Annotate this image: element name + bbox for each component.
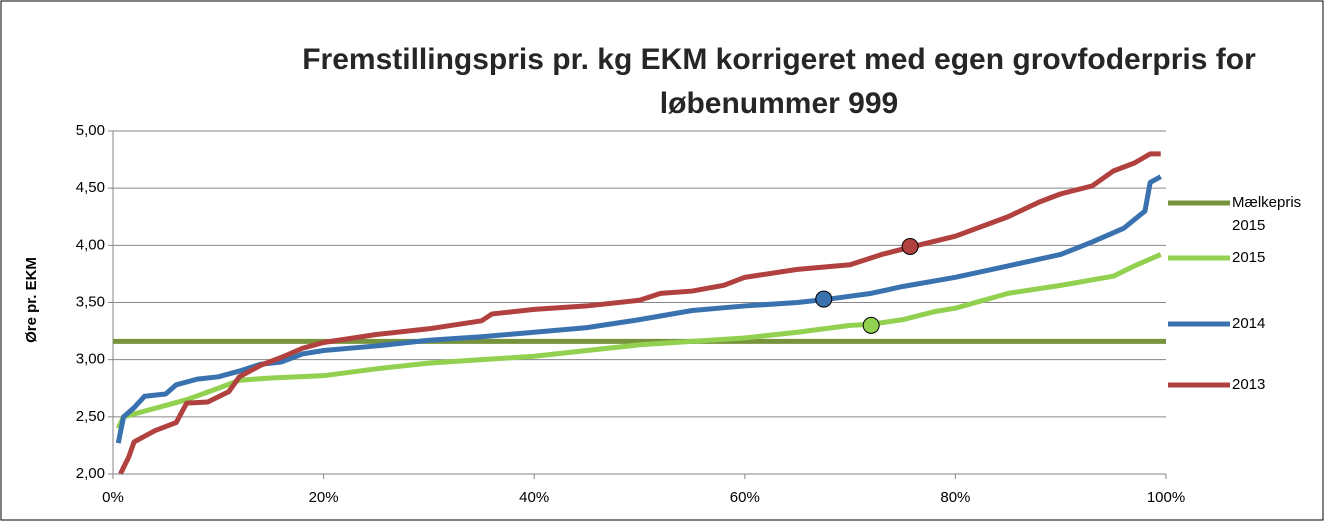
x-tick-label: 100% [1147,489,1185,506]
series-line [115,174,1162,444]
y-tick-label: 3,00 [76,351,105,368]
x-tick-label: 60% [730,489,760,506]
legend-label: 2015 [1232,249,1266,266]
x-tick-label: 0% [102,489,124,506]
legend-label: 2013 [1232,376,1266,393]
series-line [118,151,1161,476]
highlight-point [901,237,919,255]
series-line [115,252,1162,430]
highlight-point [862,316,880,334]
y-tick-label: 3,50 [76,293,105,310]
y-axis-label: Øre pr. EKM [23,257,40,343]
y-tick-label: 5,00 [76,122,105,139]
y-tick-label: 4,50 [76,179,105,196]
legend-label: 2014 [1232,315,1266,332]
highlight-point [815,290,833,308]
x-tick-label: 20% [309,489,339,506]
legend-label: Mælkepris 2015 [1232,194,1302,234]
chart-title: Fremstillingspris pr. kg EKM korrigeret … [302,43,1256,120]
y-tick-label: 2,00 [76,465,105,482]
y-tick-label: 4,00 [76,236,105,253]
x-tick-label: 40% [519,489,549,506]
x-tick-label: 80% [940,489,970,506]
y-tick-label: 2,50 [76,408,105,425]
